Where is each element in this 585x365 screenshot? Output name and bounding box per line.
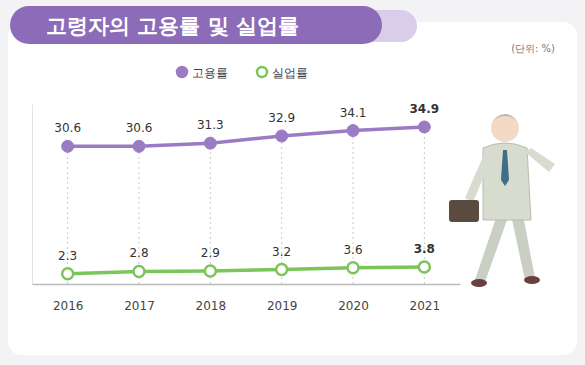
x-axis: 2016 2017 2018 2019 2020 2021 [33, 284, 461, 313]
grid-line [353, 131, 354, 284]
point [276, 130, 288, 142]
figure-tie [501, 150, 509, 186]
data-label: 30.6 [126, 121, 153, 135]
figure-shoe [471, 279, 487, 287]
data-label: 2.3 [58, 249, 77, 263]
point [347, 125, 359, 137]
data-label: 2.9 [201, 246, 220, 260]
legend-marker [177, 67, 187, 77]
legend-label: 실업률 [272, 66, 308, 80]
x-tick: 2016 [53, 284, 84, 313]
data-label: 2.8 [129, 246, 148, 260]
x-tick-label: 2020 [338, 299, 369, 313]
point [134, 266, 145, 277]
unit-label: (단위: %) [511, 43, 555, 54]
x-tick: 2018 [196, 284, 227, 313]
point [62, 140, 74, 152]
card [8, 22, 577, 355]
x-tick: 2020 [338, 284, 369, 313]
x-tick: 2021 [410, 284, 441, 313]
figure-shoe [524, 276, 540, 284]
figure-arm [525, 148, 555, 172]
background [0, 0, 585, 365]
legend-label: 고용률 [192, 66, 228, 80]
data-label: 3.2 [272, 245, 291, 259]
x-tick-label: 2017 [124, 299, 155, 313]
point [419, 261, 430, 272]
series-line [68, 267, 425, 274]
y-axis-line [32, 105, 33, 285]
figure-body [483, 143, 531, 220]
data-labels: 30.6 30.6 31.3 32.9 34.1 34.9 2.3 2.8 2.9 3.2 3.6 3… [54, 102, 439, 263]
grid [68, 127, 425, 284]
plot-area [62, 121, 431, 279]
point [133, 140, 145, 152]
illustration [449, 114, 555, 287]
data-label: 32.9 [268, 111, 295, 125]
data-label: 34.1 [340, 106, 367, 120]
x-axis-line [33, 284, 461, 286]
point [348, 262, 359, 273]
x-tick-label: 2021 [410, 299, 441, 313]
legend: 고용률 실업률 [177, 66, 308, 80]
title: 고령자의 고용률 및 실업률 [46, 14, 299, 38]
data-label: 3.6 [343, 243, 362, 257]
grid-line [210, 143, 211, 284]
figure-arm [465, 152, 491, 202]
x-tick-label: 2019 [267, 299, 298, 313]
figure-hair [491, 114, 519, 124]
x-tick-label: 2016 [53, 299, 84, 313]
title-banner [10, 6, 382, 44]
point [418, 121, 430, 133]
legend-marker [257, 67, 267, 77]
figure-legs [475, 215, 535, 282]
data-label: 34.9 [410, 102, 440, 116]
x-tick: 2019 [267, 284, 298, 313]
figure-head [491, 114, 519, 142]
grid-line [139, 146, 140, 284]
figure-briefcase [449, 200, 479, 222]
grid-line [281, 136, 282, 284]
series-line [68, 127, 425, 146]
point [62, 268, 73, 279]
point [205, 265, 216, 276]
data-label: 31.3 [197, 118, 224, 132]
y-axis [32, 105, 33, 285]
grid-line [67, 146, 68, 284]
x-tick: 2017 [124, 284, 155, 313]
data-label: 3.8 [414, 242, 435, 256]
point [276, 264, 287, 275]
x-tick-label: 2018 [196, 299, 227, 313]
data-label: 30.6 [54, 121, 81, 135]
point [204, 137, 216, 149]
